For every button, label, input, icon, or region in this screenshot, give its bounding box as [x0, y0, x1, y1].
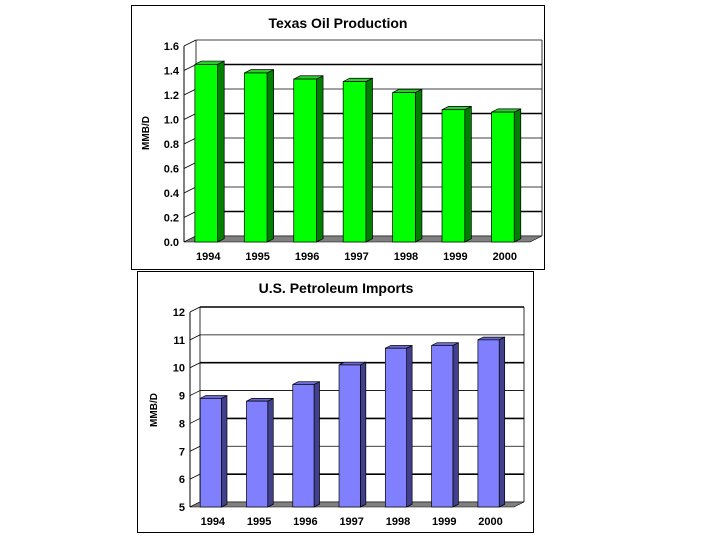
wall-gridline [189, 390, 201, 396]
bar-1998 [384, 347, 407, 508]
x-tick-label: 1994 [196, 251, 221, 263]
wall-gridline [183, 137, 197, 145]
bar-1995 [243, 72, 268, 243]
wall-gridline [183, 211, 197, 218]
y-tick-label: 1.2 [164, 90, 179, 102]
y-tick-label: 1.6 [164, 41, 179, 53]
bar-side-1997 [365, 77, 373, 243]
bar-1998 [392, 92, 416, 243]
bar-1997 [342, 81, 367, 243]
chart-title: U.S. Petroleum Imports [259, 280, 414, 296]
wall-gridline [189, 306, 201, 313]
bar-side-1998 [406, 344, 413, 508]
bar-side-1994 [221, 395, 228, 508]
wall-gridline [183, 88, 197, 96]
y-tick-label: 0.8 [164, 139, 179, 151]
y-axis-label: MMB/D [141, 116, 152, 150]
y-tick-label: 6 [179, 474, 185, 486]
bar-side-1999 [464, 105, 472, 243]
x-tick-label: 1998 [386, 516, 410, 528]
us-petroleum-imports-chart: U.S. Petroleum Imports MMB/D 5 6 7 8 9 10 11 12… [149, 280, 525, 528]
bar-1999 [431, 345, 454, 508]
bar-side-1998 [414, 88, 423, 243]
y-tick-label: 0.4 [164, 188, 180, 200]
y-tick-label: 8 [179, 418, 185, 430]
wall-gridline [183, 186, 197, 194]
wall-gridline [189, 445, 201, 452]
x-tick-label: 1999 [432, 516, 456, 528]
bar-top-1995 [246, 398, 274, 402]
bar-top-1998 [385, 345, 413, 349]
y-tick-label: 1.0 [164, 115, 179, 127]
y-tick-label: 11 [173, 335, 185, 347]
bar-top-1994 [200, 395, 228, 399]
x-tick-label: 1996 [295, 251, 319, 263]
wall-gridline [183, 162, 197, 169]
wall-gridline [183, 39, 197, 47]
bar-side-2000 [498, 336, 506, 508]
bar-2000 [477, 339, 500, 508]
y-tick-label: 0.6 [164, 164, 179, 176]
bar-side-1999 [452, 342, 459, 508]
y-tick-label: 1.4 [164, 66, 180, 78]
x-tick-label: 1998 [394, 251, 418, 263]
x-tick-label: 1995 [247, 516, 271, 528]
wall-gridline [189, 362, 201, 369]
bar-side-1995 [266, 69, 274, 243]
y-tick-label: 5 [179, 502, 185, 514]
bar-top-2000 [477, 336, 505, 341]
wall-gridline [183, 113, 197, 120]
chart-title: Texas Oil Production [269, 15, 408, 31]
wall-gridline [189, 473, 201, 480]
bar-side-1997 [359, 361, 367, 508]
x-tick-label: 1997 [344, 251, 368, 263]
bar-1995 [246, 400, 269, 508]
bar-1996 [292, 384, 315, 508]
x-tick-label: 2000 [478, 516, 502, 528]
texas-oil-production-chart: Texas Oil Production MMB/D 0.0 0.2 0.4 0.6 0… [141, 15, 543, 263]
y-tick-label: 0.2 [164, 213, 179, 225]
bar-1997 [338, 364, 361, 508]
y-tick-label: 12 [173, 307, 185, 319]
bar-side-1996 [313, 381, 320, 508]
bar-1994 [199, 398, 222, 508]
bar-2000 [491, 111, 515, 243]
x-tick-label: 2000 [493, 251, 517, 263]
wall-gridline [183, 64, 197, 71]
bar-top-1999 [431, 342, 459, 346]
bar-1999 [441, 109, 466, 243]
y-tick-label: 0.0 [164, 237, 179, 249]
x-tick-label: 1999 [443, 251, 467, 263]
wall-gridline [189, 418, 201, 424]
bar-side-2000 [513, 108, 522, 243]
x-tick-label: 1996 [293, 516, 317, 528]
us-petroleum-imports-panel: U.S. Petroleum Imports MMB/D 5 6 7 8 9 10 11 12… [137, 271, 534, 533]
bar-1996 [293, 78, 317, 243]
bar-side-1996 [316, 75, 324, 243]
texas-oil-production-panel: Texas Oil Production MMB/D 0.0 0.2 0.4 0.6 0… [131, 5, 545, 270]
bar-1994 [194, 64, 218, 243]
y-tick-label: 9 [179, 391, 185, 403]
bar-side-1994 [217, 60, 225, 243]
wall-gridline [189, 334, 201, 341]
y-tick-label: 10 [173, 363, 185, 375]
x-tick-label: 1994 [201, 516, 226, 528]
y-axis-label: MMB/D [149, 393, 160, 427]
x-tick-label: 1997 [339, 516, 363, 528]
bar-top-1997 [338, 361, 366, 366]
y-tick-label: 7 [179, 446, 185, 458]
x-tick-label: 1995 [245, 251, 269, 263]
bar-top-1996 [292, 381, 320, 385]
bar-side-1995 [267, 397, 274, 508]
